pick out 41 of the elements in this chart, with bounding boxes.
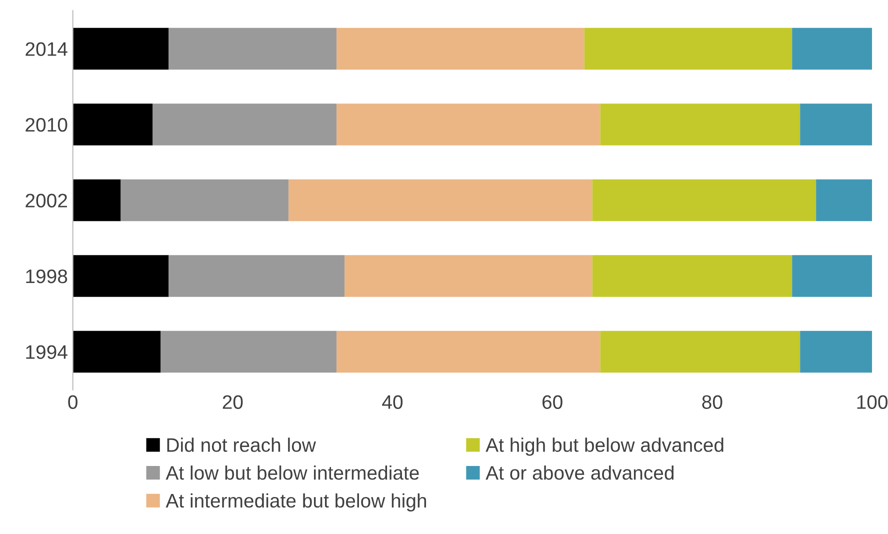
bar bbox=[72, 28, 169, 70]
y-tick-label: 1998 bbox=[26, 269, 68, 284]
x-tick-label: 60 bbox=[542, 395, 562, 409]
y-tick-label: 2010 bbox=[26, 118, 68, 132]
bar bbox=[168, 28, 337, 70]
bar bbox=[336, 28, 584, 70]
y-tick-label: 1994 bbox=[26, 345, 68, 359]
bar bbox=[592, 179, 816, 222]
bar bbox=[120, 179, 289, 222]
legend-label: At high but below advanced bbox=[486, 438, 724, 456]
bar bbox=[592, 255, 792, 297]
bar bbox=[792, 28, 872, 70]
x-tick-label: 80 bbox=[702, 395, 722, 409]
bar bbox=[72, 179, 121, 222]
legend-label: At or above advanced bbox=[486, 466, 674, 480]
bar bbox=[72, 104, 153, 146]
bar bbox=[72, 330, 161, 373]
bar bbox=[800, 104, 872, 146]
bar bbox=[800, 330, 872, 373]
x-tick-label: 20 bbox=[222, 395, 243, 409]
bar bbox=[72, 255, 169, 297]
bar bbox=[600, 104, 800, 146]
bar bbox=[152, 104, 337, 146]
y-tick-label: 2002 bbox=[26, 194, 67, 208]
bar bbox=[160, 330, 337, 373]
bar bbox=[336, 330, 600, 373]
bar bbox=[288, 179, 592, 222]
legend-label: Did not reach low bbox=[167, 438, 316, 452]
legend-label: At intermediate but below high bbox=[166, 493, 426, 512]
x-tick-label: 100 bbox=[857, 395, 888, 409]
bar bbox=[600, 330, 800, 373]
bar bbox=[336, 104, 600, 146]
bar bbox=[816, 179, 872, 222]
x-tick-label: 0 bbox=[68, 395, 78, 409]
x-tick-label: 40 bbox=[382, 395, 403, 409]
legend-label: At low but below intermediate bbox=[166, 466, 419, 480]
bar bbox=[344, 255, 592, 297]
y-tick-label: 2014 bbox=[26, 42, 68, 56]
bar bbox=[168, 255, 345, 297]
bar bbox=[584, 28, 792, 70]
bar bbox=[792, 255, 872, 297]
